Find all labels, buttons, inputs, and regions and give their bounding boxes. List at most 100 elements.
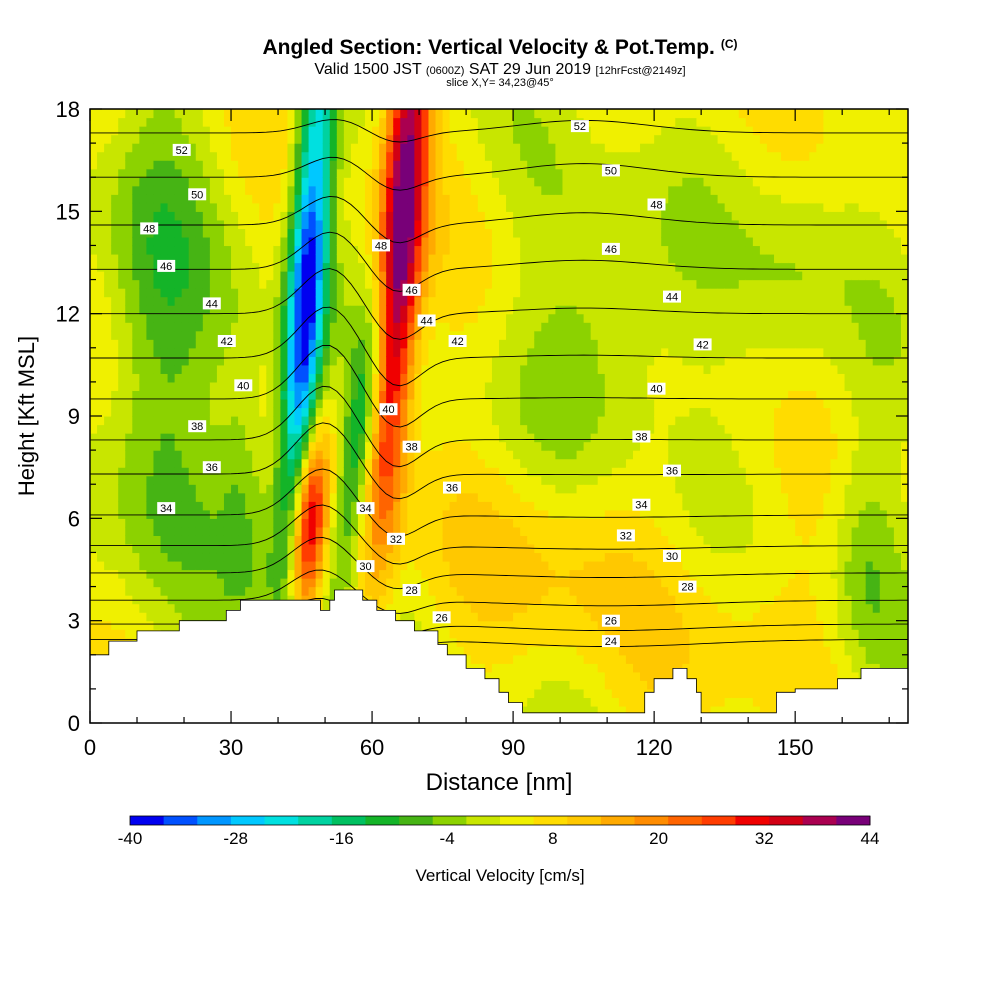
field-cell bbox=[97, 458, 105, 468]
field-cell bbox=[202, 441, 211, 451]
field-cell bbox=[104, 569, 112, 579]
field-cell bbox=[534, 109, 542, 119]
field-cell bbox=[499, 322, 507, 332]
field-cell bbox=[393, 339, 401, 349]
field-cell bbox=[534, 586, 542, 596]
field-cell bbox=[562, 160, 571, 170]
field-cell bbox=[357, 134, 366, 144]
field-cell bbox=[280, 441, 289, 451]
field-cell bbox=[470, 177, 479, 187]
field-cell bbox=[273, 109, 281, 119]
field-cell bbox=[195, 492, 204, 502]
field-cell bbox=[195, 586, 204, 596]
field-cell bbox=[125, 236, 133, 247]
field-cell bbox=[555, 620, 564, 630]
field-cell bbox=[379, 330, 387, 340]
field-cell bbox=[111, 185, 119, 195]
field-cell bbox=[160, 228, 169, 238]
field-cell bbox=[104, 202, 112, 212]
field-cell bbox=[393, 245, 401, 255]
field-cell bbox=[174, 219, 183, 229]
field-cell bbox=[350, 330, 359, 340]
field-cell bbox=[111, 296, 119, 306]
field-cell bbox=[259, 560, 267, 571]
field-cell bbox=[209, 151, 218, 161]
field-cell bbox=[287, 416, 296, 426]
field-cell bbox=[280, 381, 289, 392]
field-cell bbox=[365, 484, 373, 494]
field-cell bbox=[287, 433, 296, 443]
field-cell bbox=[322, 330, 331, 340]
field-cell bbox=[569, 450, 578, 460]
field-cell bbox=[491, 390, 500, 400]
field-cell bbox=[118, 134, 126, 144]
field-cell bbox=[477, 228, 486, 238]
field-cell bbox=[372, 433, 380, 443]
field-cell bbox=[188, 526, 197, 536]
field-cell bbox=[477, 424, 486, 434]
field-cell bbox=[520, 134, 528, 144]
field-cell bbox=[386, 433, 394, 443]
field-cell bbox=[456, 356, 465, 366]
field-cell bbox=[153, 305, 162, 315]
field-cell bbox=[90, 578, 98, 588]
field-cell bbox=[520, 586, 528, 596]
field-cell bbox=[125, 407, 133, 417]
field-cell bbox=[541, 398, 549, 409]
field-cell bbox=[329, 109, 338, 119]
field-cell bbox=[548, 492, 557, 502]
field-cell bbox=[513, 390, 521, 400]
field-cell bbox=[287, 390, 296, 400]
field-cell bbox=[125, 381, 133, 392]
field-cell bbox=[174, 134, 183, 144]
field-cell bbox=[569, 629, 578, 639]
field-cell bbox=[223, 245, 232, 255]
field-cell bbox=[449, 245, 458, 255]
field-cell bbox=[125, 535, 133, 545]
field-cell bbox=[231, 586, 239, 596]
field-cell bbox=[435, 305, 444, 315]
field-cell bbox=[280, 407, 289, 417]
field-cell bbox=[111, 484, 119, 494]
field-cell bbox=[336, 339, 345, 349]
field-cell bbox=[506, 603, 514, 613]
field-cell bbox=[231, 211, 239, 221]
field-cell bbox=[491, 441, 500, 451]
field-cell bbox=[125, 467, 133, 477]
field-cell bbox=[506, 134, 514, 144]
field-cell bbox=[202, 433, 211, 443]
field-cell bbox=[569, 680, 578, 690]
field-cell bbox=[231, 484, 239, 494]
field-cell bbox=[379, 151, 387, 161]
field-cell bbox=[146, 612, 155, 622]
field-cell bbox=[132, 177, 140, 187]
field-cell bbox=[301, 151, 310, 161]
field-cell bbox=[520, 492, 528, 502]
field-cell bbox=[167, 126, 176, 136]
field-cell bbox=[562, 578, 571, 588]
field-cell bbox=[491, 160, 500, 170]
field-cell bbox=[139, 620, 148, 630]
field-cell bbox=[442, 620, 451, 630]
field-cell bbox=[569, 612, 578, 622]
field-cell bbox=[181, 364, 190, 374]
field-cell bbox=[477, 433, 486, 443]
field-cell bbox=[541, 586, 549, 596]
field-cell bbox=[548, 450, 557, 460]
field-cell bbox=[527, 373, 535, 383]
field-cell bbox=[421, 612, 430, 622]
field-cell bbox=[435, 322, 444, 332]
field-cell bbox=[456, 253, 465, 264]
field-cell bbox=[231, 271, 239, 281]
field-cell bbox=[513, 603, 521, 613]
field-cell bbox=[231, 347, 239, 357]
field-cell bbox=[520, 211, 528, 221]
field-cell bbox=[513, 160, 521, 170]
field-cell bbox=[407, 492, 415, 502]
field-cell bbox=[541, 177, 549, 187]
field-cell bbox=[111, 109, 119, 119]
field-cell bbox=[181, 177, 190, 187]
field-cell bbox=[202, 194, 211, 204]
field-cell bbox=[118, 271, 126, 281]
field-cell bbox=[484, 467, 493, 477]
